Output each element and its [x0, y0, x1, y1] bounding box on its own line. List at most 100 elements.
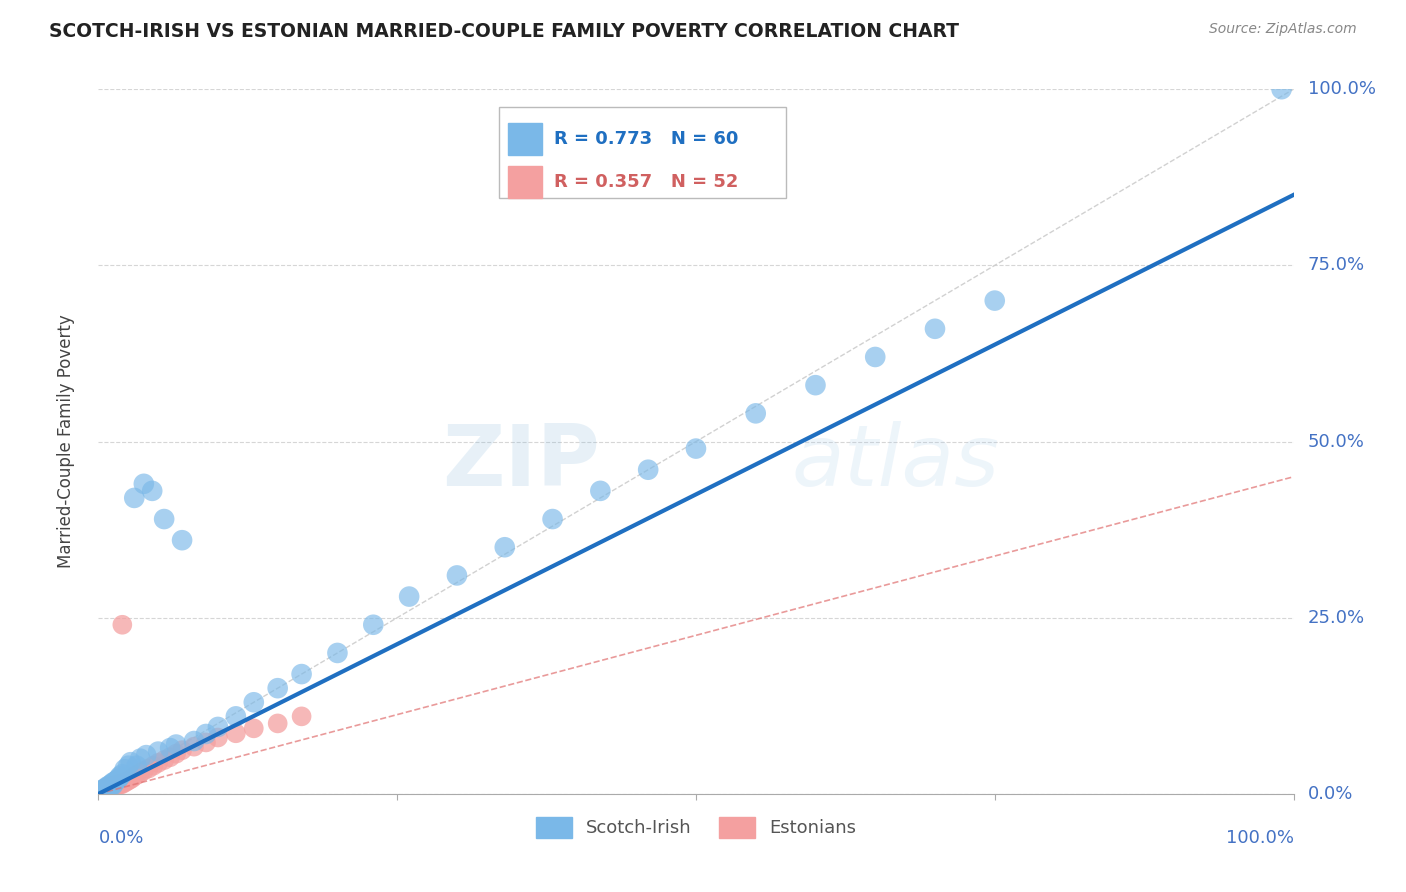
Text: ZIP: ZIP — [443, 421, 600, 504]
Text: 100.0%: 100.0% — [1308, 80, 1376, 98]
Scotch-Irish — [207, 720, 229, 734]
Scotch-Irish — [132, 476, 155, 491]
Scotch-Irish — [148, 745, 170, 759]
Estonians — [153, 753, 176, 767]
Scotch-Irish — [589, 483, 612, 498]
Scotch-Irish — [114, 762, 136, 776]
Scotch-Irish — [494, 541, 516, 555]
Scotch-Irish — [135, 748, 157, 763]
Scotch-Irish — [93, 781, 115, 796]
Estonians — [225, 726, 247, 740]
Scotch-Irish — [153, 512, 176, 526]
Estonians — [132, 764, 155, 778]
Scotch-Irish — [267, 681, 290, 696]
Legend: Scotch-Irish, Estonians: Scotch-Irish, Estonians — [529, 809, 863, 845]
Scotch-Irish — [398, 590, 420, 604]
Estonians — [110, 776, 132, 790]
Text: R = 0.357   N = 52: R = 0.357 N = 52 — [554, 173, 738, 191]
Scotch-Irish — [159, 741, 181, 756]
Estonians — [94, 781, 117, 796]
Scotch-Irish — [165, 738, 187, 752]
Estonians — [90, 785, 112, 799]
Scotch-Irish — [98, 780, 122, 794]
Scotch-Irish — [129, 751, 152, 765]
Estonians — [107, 777, 129, 791]
Scotch-Irish — [541, 512, 564, 526]
Scotch-Irish — [865, 350, 887, 364]
Scotch-Irish — [124, 491, 146, 505]
Scotch-Irish — [685, 442, 707, 456]
Estonians — [98, 779, 122, 793]
Estonians — [207, 731, 229, 745]
Scotch-Irish — [172, 533, 194, 548]
Estonians — [89, 785, 111, 799]
Scotch-Irish — [101, 779, 124, 793]
Estonians — [91, 782, 114, 797]
Scotch-Irish — [1271, 82, 1294, 96]
Estonians — [98, 781, 121, 796]
Estonians — [148, 756, 170, 770]
Estonians — [111, 777, 134, 791]
Scotch-Irish — [446, 568, 468, 582]
Scotch-Irish — [111, 767, 134, 781]
Scotch-Irish — [107, 772, 129, 787]
Scotch-Irish — [108, 769, 131, 783]
Text: R = 0.773   N = 60: R = 0.773 N = 60 — [554, 130, 738, 148]
Estonians — [129, 765, 152, 780]
Bar — [509, 166, 541, 198]
Scotch-Irish — [120, 755, 142, 769]
Scotch-Irish — [225, 709, 247, 723]
Estonians — [291, 709, 314, 723]
Estonians — [103, 779, 125, 793]
Text: atlas: atlas — [792, 421, 1000, 504]
Scotch-Irish — [91, 785, 114, 799]
Estonians — [97, 780, 120, 794]
Scotch-Irish — [91, 785, 114, 799]
Text: 0.0%: 0.0% — [98, 830, 143, 847]
Estonians — [121, 772, 143, 786]
Estonians — [125, 768, 148, 782]
Estonians — [142, 758, 165, 772]
Scotch-Irish — [93, 784, 115, 798]
Scotch-Irish — [183, 734, 205, 748]
Bar — [509, 123, 541, 154]
Estonians — [96, 783, 118, 797]
Estonians — [159, 750, 181, 764]
Estonians — [107, 779, 129, 793]
Estonians — [195, 735, 218, 749]
Scotch-Irish — [96, 780, 118, 794]
Scotch-Irish — [90, 785, 112, 799]
Estonians — [90, 784, 112, 798]
Estonians — [114, 775, 136, 789]
Scotch-Irish — [97, 781, 120, 796]
Estonians — [96, 780, 118, 795]
Scotch-Irish — [91, 783, 114, 797]
Scotch-Irish — [94, 781, 117, 796]
Scotch-Irish — [804, 378, 827, 392]
Scotch-Irish — [363, 617, 385, 632]
Text: Source: ZipAtlas.com: Source: ZipAtlas.com — [1209, 22, 1357, 37]
Text: 75.0%: 75.0% — [1308, 256, 1365, 275]
Scotch-Irish — [924, 322, 946, 336]
Scotch-Irish — [103, 776, 125, 790]
Estonians — [165, 747, 187, 761]
Scotch-Irish — [117, 758, 139, 772]
Estonians — [172, 743, 194, 757]
Text: 100.0%: 100.0% — [1226, 830, 1294, 847]
Scotch-Irish — [100, 777, 122, 791]
FancyBboxPatch shape — [499, 107, 786, 198]
Text: 50.0%: 50.0% — [1308, 433, 1365, 450]
Estonians — [104, 779, 127, 793]
Scotch-Irish — [104, 774, 127, 789]
Estonians — [118, 772, 141, 787]
Text: SCOTCH-IRISH VS ESTONIAN MARRIED-COUPLE FAMILY POVERTY CORRELATION CHART: SCOTCH-IRISH VS ESTONIAN MARRIED-COUPLE … — [49, 22, 959, 41]
Scotch-Irish — [984, 293, 1007, 308]
Scotch-Irish — [141, 483, 163, 498]
Estonians — [105, 778, 128, 792]
Estonians — [115, 774, 138, 789]
Scotch-Irish — [243, 695, 266, 709]
Estonians — [267, 716, 290, 731]
Scotch-Irish — [195, 727, 218, 741]
Estonians — [138, 762, 160, 776]
Estonians — [94, 783, 117, 797]
